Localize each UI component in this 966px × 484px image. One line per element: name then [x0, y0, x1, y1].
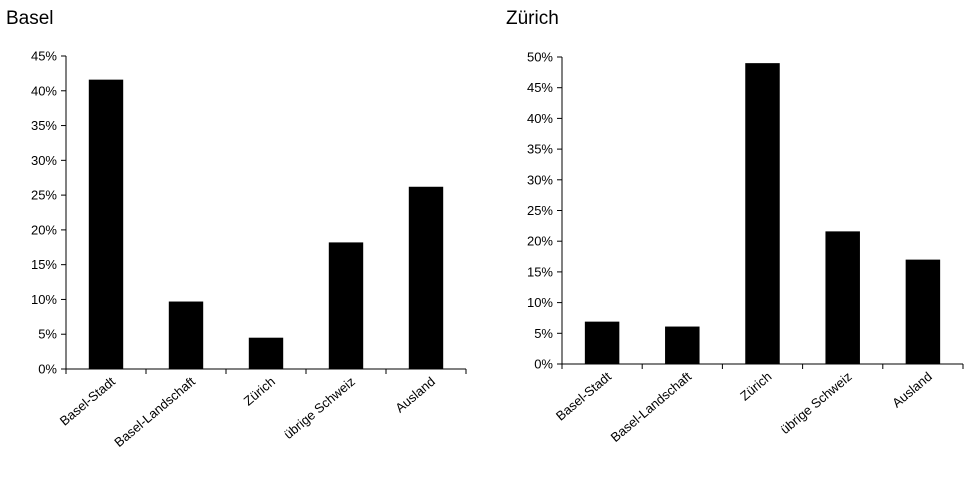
zurich-x-tick-label: Zürich — [737, 369, 774, 404]
basel-y-tick-label: 15% — [31, 257, 57, 272]
basel-x-tick-label: Ausland — [392, 374, 438, 416]
zurich-y-tick-label: 50% — [527, 50, 553, 65]
basel-bar — [408, 186, 444, 369]
zurich-x-tick-label: übrige Schweiz — [777, 369, 854, 437]
chart-basel-plot: 0% 5% 10% 15% 20% 25% 30% 35% 40% 45% Basel-StadtB… — [31, 49, 467, 450]
zurich-bar — [825, 231, 860, 364]
basel-bar — [248, 337, 284, 369]
zurich-y-tick-label: 5% — [534, 326, 553, 341]
chart-title-zurich: Zürich — [506, 8, 559, 29]
basel-y-tick-label: 0% — [38, 362, 57, 377]
zurich-x-tick-label: Basel-Stadt — [553, 369, 614, 424]
chart-zurich-plot: 0% 5% 10% 15% 20% 25% 30% 35% 40% 45% 50% Basel-Sta… — [527, 50, 964, 445]
zurich-y-tick-label: 40% — [527, 111, 553, 126]
basel-bar — [88, 79, 124, 369]
zurich-y-tick-label: 30% — [527, 172, 553, 187]
zurich-y-tick-label: 15% — [527, 264, 553, 279]
basel-x-tick-label: übrige Schweiz — [281, 374, 358, 442]
zurich-y-tick-label: 20% — [527, 234, 553, 249]
basel-y-tick-label: 10% — [31, 292, 57, 307]
basel-bar — [168, 301, 204, 369]
basel-x-tick-label: Zürich — [241, 374, 278, 409]
basel-x-tick-label: Basel-Landschaft — [111, 374, 198, 450]
chart-zurich: Zürich 0% 5% 10% 15% 20% 25% 30% 35% 40% 45% 50% Ba… — [486, 0, 966, 484]
zurich-bar — [905, 259, 941, 364]
basel-y-tick-label: 45% — [31, 49, 57, 64]
zurich-bar — [584, 321, 620, 364]
zurich-y-tick-label: 35% — [527, 142, 553, 157]
basel-y-tick-label: 5% — [38, 327, 57, 342]
zurich-bar — [665, 326, 700, 364]
chart-title-basel: Basel — [6, 8, 54, 29]
basel-x-tick-label: Basel-Stadt — [57, 374, 118, 429]
zurich-x-tick-label: Ausland — [889, 369, 935, 411]
zurich-y-tick-label: 10% — [527, 295, 553, 310]
zurich-bar — [745, 63, 780, 364]
chart-basel: Basel 0% 5% 10% 15% 20% 25% 30% 35% 40% 45% Basel-… — [0, 0, 480, 484]
zurich-y-tick-label: 45% — [527, 80, 553, 95]
zurich-y-tick-label: 25% — [527, 203, 553, 218]
basel-y-tick-label: 40% — [31, 83, 57, 98]
basel-y-tick-label: 25% — [31, 188, 57, 203]
basel-y-tick-label: 35% — [31, 118, 57, 133]
basel-y-tick-label: 20% — [31, 222, 57, 237]
zurich-x-tick-label: Basel-Landschaft — [608, 369, 695, 445]
basel-y-tick-label: 30% — [31, 153, 57, 168]
zurich-y-tick-label: 0% — [534, 357, 553, 372]
basel-bar — [328, 242, 364, 369]
